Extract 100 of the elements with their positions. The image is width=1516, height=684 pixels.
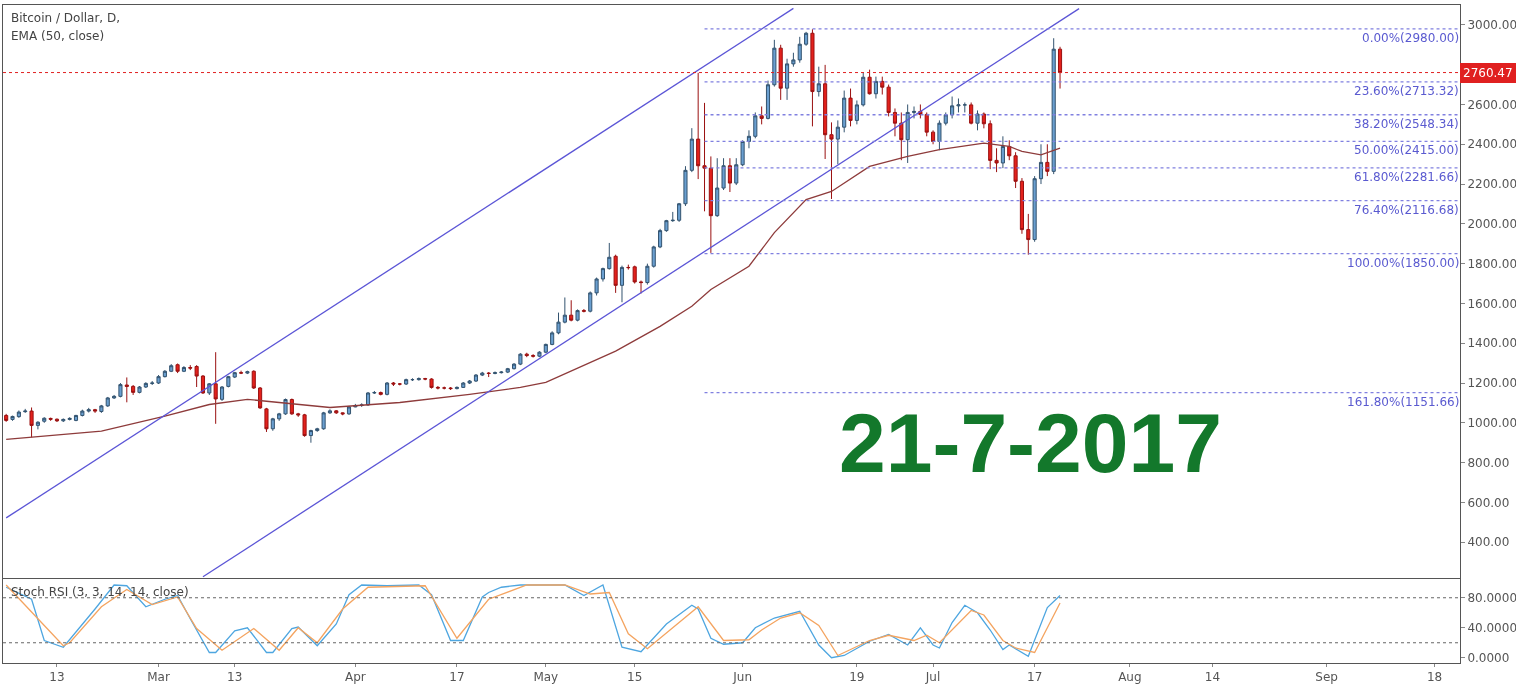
candlestick — [575, 308, 580, 322]
candlestick — [486, 371, 491, 378]
candlestick — [1051, 37, 1056, 175]
candlestick — [556, 312, 561, 335]
candlestick — [772, 39, 777, 88]
candlestick — [746, 129, 752, 149]
candlestick — [969, 101, 974, 125]
candlestick — [569, 299, 574, 322]
candlestick — [162, 369, 167, 378]
candlestick — [880, 76, 885, 96]
candlestick — [721, 157, 726, 191]
candlestick — [931, 129, 936, 145]
y-tick-label: 800.00 — [1467, 455, 1510, 470]
candlestick — [10, 415, 15, 422]
series-label: 76.40%(2116.68) — [1354, 203, 1459, 217]
candlestick — [143, 381, 148, 389]
y-tick-label: 80.0000 — [1467, 590, 1516, 605]
x-tick-label: Aug — [1118, 670, 1142, 684]
y-tick-label: 1400.00 — [1467, 336, 1516, 351]
candlestick — [264, 407, 269, 433]
candlestick — [54, 417, 60, 423]
candlestick — [473, 373, 479, 383]
candlestick — [194, 364, 199, 388]
candlestick — [816, 66, 821, 98]
series-label: 23.60%(2713.32) — [1354, 84, 1459, 98]
candlestick — [588, 291, 593, 313]
candlestick — [73, 414, 79, 422]
candlestick — [105, 396, 110, 408]
candlestick — [327, 408, 333, 415]
y-tick-label: 1800.00 — [1467, 256, 1516, 271]
candlestick — [23, 408, 28, 414]
candlestick — [499, 370, 504, 374]
candlestick — [600, 267, 605, 283]
candlestick — [512, 362, 517, 370]
candlestick — [861, 72, 866, 107]
candlestick — [188, 364, 193, 371]
y-tick-label: 3000.00 — [1467, 18, 1516, 33]
x-tick-label: May — [533, 670, 559, 684]
candlestick — [308, 429, 313, 444]
x-tick-label: Jun — [732, 670, 752, 684]
candlestick — [765, 80, 771, 120]
candlestick — [289, 398, 294, 416]
y-tick-label: 1600.00 — [1467, 296, 1516, 311]
candlestick — [213, 351, 218, 425]
candlestick — [670, 211, 675, 223]
candlestick — [562, 296, 567, 324]
candlestick — [677, 202, 682, 223]
candlestick — [715, 157, 720, 218]
candlestick — [99, 404, 104, 414]
candlestick — [696, 72, 701, 180]
candlestick — [658, 228, 663, 249]
candlestick — [619, 265, 625, 303]
candlestick — [245, 370, 250, 375]
y-tick-label: 600.00 — [1467, 495, 1510, 510]
candlestick — [664, 219, 669, 233]
y-tick-label: 1000.00 — [1467, 416, 1516, 431]
candlestick — [239, 370, 244, 375]
candlestick — [886, 84, 891, 117]
candlestick — [702, 102, 707, 212]
candlestick — [683, 165, 688, 207]
series-label: 38.20%(2548.34) — [1354, 117, 1459, 131]
candlestick — [543, 343, 548, 354]
candlestick — [581, 308, 586, 313]
candlestick — [226, 375, 231, 388]
x-tick-label: 17 — [449, 670, 465, 684]
candlestick — [416, 376, 421, 382]
candlestick — [848, 88, 853, 127]
candlestick — [835, 119, 840, 165]
candlestick — [645, 263, 650, 286]
candlestick — [708, 155, 713, 254]
candlestick — [270, 417, 275, 432]
candlestick — [791, 52, 796, 68]
candlestick — [321, 411, 326, 431]
candlestick — [651, 245, 656, 269]
candlestick — [899, 111, 904, 161]
candlestick — [981, 111, 986, 129]
candlestick — [112, 394, 117, 400]
candlestick — [537, 350, 542, 358]
candlestick — [638, 280, 644, 294]
x-tick-label: Apr — [344, 670, 366, 684]
x-tick-label: 13 — [227, 670, 243, 684]
candlestick — [175, 363, 180, 374]
candlestick — [200, 374, 206, 395]
candlestick — [315, 427, 320, 433]
candlestick — [467, 379, 472, 385]
candlestick — [1007, 139, 1012, 161]
candlestick — [277, 412, 282, 422]
candlestick — [975, 109, 980, 131]
candlestick — [937, 119, 942, 151]
candlestick — [804, 31, 809, 47]
candlestick — [734, 157, 739, 186]
y-tick-label: 2600.00 — [1467, 97, 1516, 112]
candlestick — [404, 378, 409, 386]
x-tick-label: Jul — [924, 670, 941, 684]
candlestick — [759, 105, 764, 125]
candlestick — [905, 103, 910, 164]
candlestick — [753, 111, 758, 139]
y-tick-label: 2400.00 — [1467, 137, 1516, 152]
candlestick — [448, 386, 453, 391]
candlestick — [251, 369, 256, 390]
